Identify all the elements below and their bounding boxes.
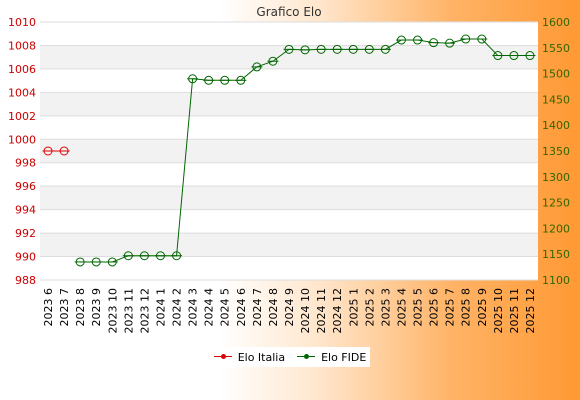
chart-title: Grafico Elo [256,5,321,19]
left-tick-label: 992 [15,227,36,240]
legend: Elo Italia Elo FIDE [210,347,370,367]
x-tick-label: 2025 12 [524,288,537,334]
x-tick-label: 2025 9 [476,288,489,327]
x-tick-label: 2024 11 [315,288,328,334]
left-tick-label: 988 [15,274,36,287]
x-tick-label: 2025 5 [412,288,425,327]
x-tick-label: 2024 1 [154,288,167,327]
x-tick-label: 2025 6 [428,288,441,327]
x-tick-label: 2023 8 [74,288,87,327]
x-tick-label: 2024 9 [283,288,296,327]
left-tick-label: 1000 [8,133,36,146]
legend-item-elo-italia: Elo Italia [213,350,286,364]
right-tick-label: 1550 [542,42,570,55]
x-tick-label: 2024 6 [235,288,248,327]
right-tick-label: 1350 [542,145,570,158]
right-tick-label: 1200 [542,222,570,235]
plot-band [40,209,538,234]
plot-band [40,115,538,140]
x-tick-label: 2025 7 [444,288,457,327]
left-tick-label: 990 [15,251,36,264]
left-tick-label: 1006 [8,63,36,76]
left-tick-label: 1002 [8,110,36,123]
right-tick-label: 1150 [542,248,570,261]
x-tick-label: 2023 10 [106,288,119,334]
right-tick-label: 1100 [542,274,570,287]
x-tick-label: 2023 12 [138,288,151,334]
x-tick-label: 2025 3 [379,288,392,327]
right-tick-label: 1400 [542,119,570,132]
right-tick-label: 1250 [542,197,570,210]
x-tick-label: 2024 2 [171,288,184,327]
left-tick-label: 1008 [8,39,36,52]
x-tick-label: 2025 2 [363,288,376,327]
x-tick-label: 2024 3 [187,288,200,327]
right-tick-label: 1500 [542,68,570,81]
plot-band [40,162,538,187]
plot-band [40,256,538,280]
x-axis-ticks: 2023 6 2023 7 2023 8 2023 9 2023 10 2023 11 20… [42,288,537,334]
x-tick-label: 2024 10 [299,288,312,334]
x-tick-label: 2023 11 [122,288,135,334]
x-tick-label: 2025 11 [508,288,521,334]
plot-band [40,233,538,257]
legend-marker-elo-fide [297,352,316,362]
right-tick-label: 1300 [542,171,570,184]
right-tick-label: 1450 [542,93,570,106]
plot-band [40,186,538,210]
x-tick-label: 2024 5 [219,288,232,327]
plot-bands [40,22,538,280]
left-tick-label: 1004 [8,86,36,99]
legend-label-elo-fide: Elo FIDE [321,350,367,364]
x-tick-label: 2024 7 [251,288,264,327]
plot-band [40,139,538,163]
x-tick-label: 2023 9 [90,288,103,327]
plot-band [40,92,538,116]
left-tick-label: 998 [15,157,36,170]
series-points [42,34,536,267]
x-tick-label: 2025 10 [492,288,505,334]
right-tick-label: 1600 [542,16,570,29]
legend-label-elo-italia: Elo Italia [237,350,286,364]
x-tick-label: 2024 8 [267,288,280,327]
left-axis-ticks: 988 990 992 994 996 998 1000 1002 1004 1006 1008 10… [8,16,36,287]
x-tick-label: 2023 6 [42,288,55,327]
x-tick-label: 2025 1 [347,288,360,327]
x-tick-label: 2025 8 [460,288,473,327]
legend-marker-elo-italia [213,352,232,362]
left-tick-label: 1010 [8,16,36,29]
left-tick-label: 994 [15,204,36,217]
legend-item-elo-fide: Elo FIDE [297,351,366,364]
right-axis-ticks: 1100 1150 1200 1250 1300 1350 1400 1450 1500 1550… [542,16,570,287]
x-tick-label: 2025 4 [395,288,408,327]
plot-band [40,68,538,93]
x-tick-label: 2023 7 [58,288,71,327]
x-tick-label: 2024 12 [331,288,344,334]
x-tick-label: 2024 4 [203,288,216,327]
plot-band [40,45,538,69]
left-tick-label: 996 [15,180,36,193]
